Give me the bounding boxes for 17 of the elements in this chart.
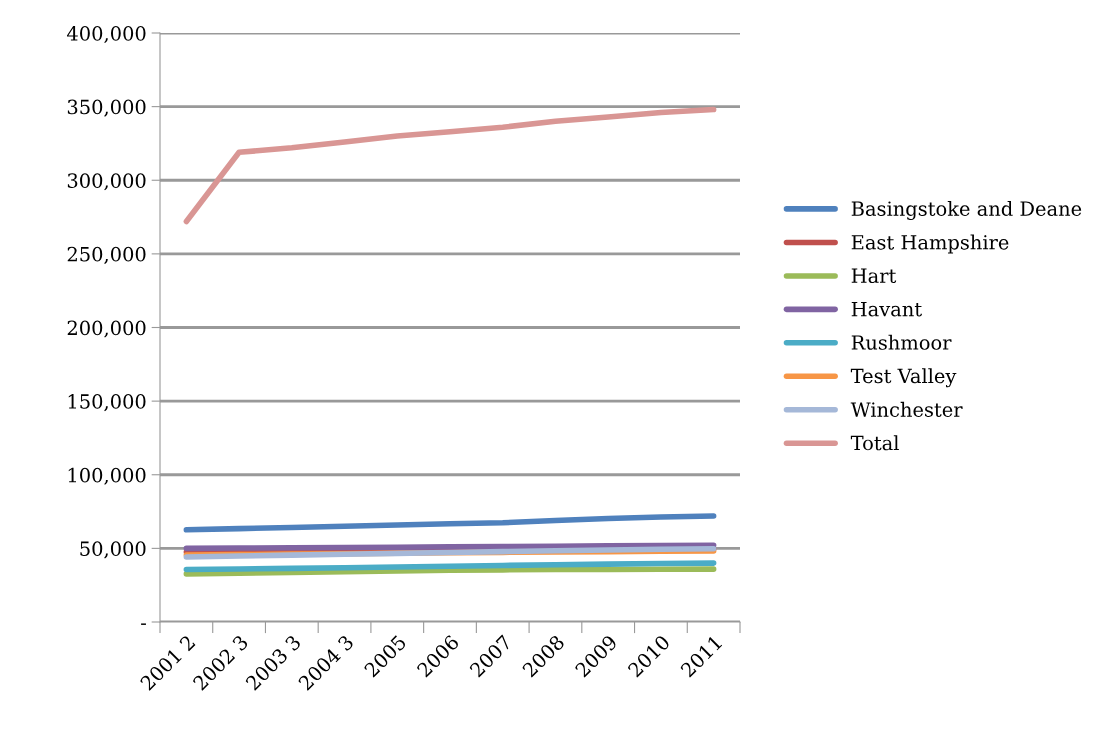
legend-label: Total bbox=[850, 435, 899, 451]
y-tick-label: 150,000 bbox=[68, 394, 146, 412]
y-tick-label: 200,000 bbox=[67, 320, 146, 338]
y-tick-label: 50,000 bbox=[80, 541, 146, 559]
legend-label: East Hampshire bbox=[851, 234, 1009, 254]
y-tick-label: 100,000 bbox=[68, 467, 146, 485]
y-tick-label: 400,000 bbox=[67, 25, 146, 44]
legend-label: Test Valley bbox=[850, 368, 957, 388]
legend-label: Basingstoke and Deane bbox=[851, 200, 1082, 220]
legend-label: Winchester bbox=[850, 401, 963, 417]
y-tick-label: 250,000 bbox=[67, 246, 146, 264]
legend-label: Rushmoor bbox=[851, 334, 952, 350]
y-tick-label: 300,000 bbox=[67, 173, 146, 191]
legend-label: Havant bbox=[851, 301, 922, 317]
y-tick-label: 350,000 bbox=[67, 99, 146, 117]
y-tick-label: - bbox=[141, 623, 146, 625]
legend-label: Hart bbox=[851, 268, 897, 284]
